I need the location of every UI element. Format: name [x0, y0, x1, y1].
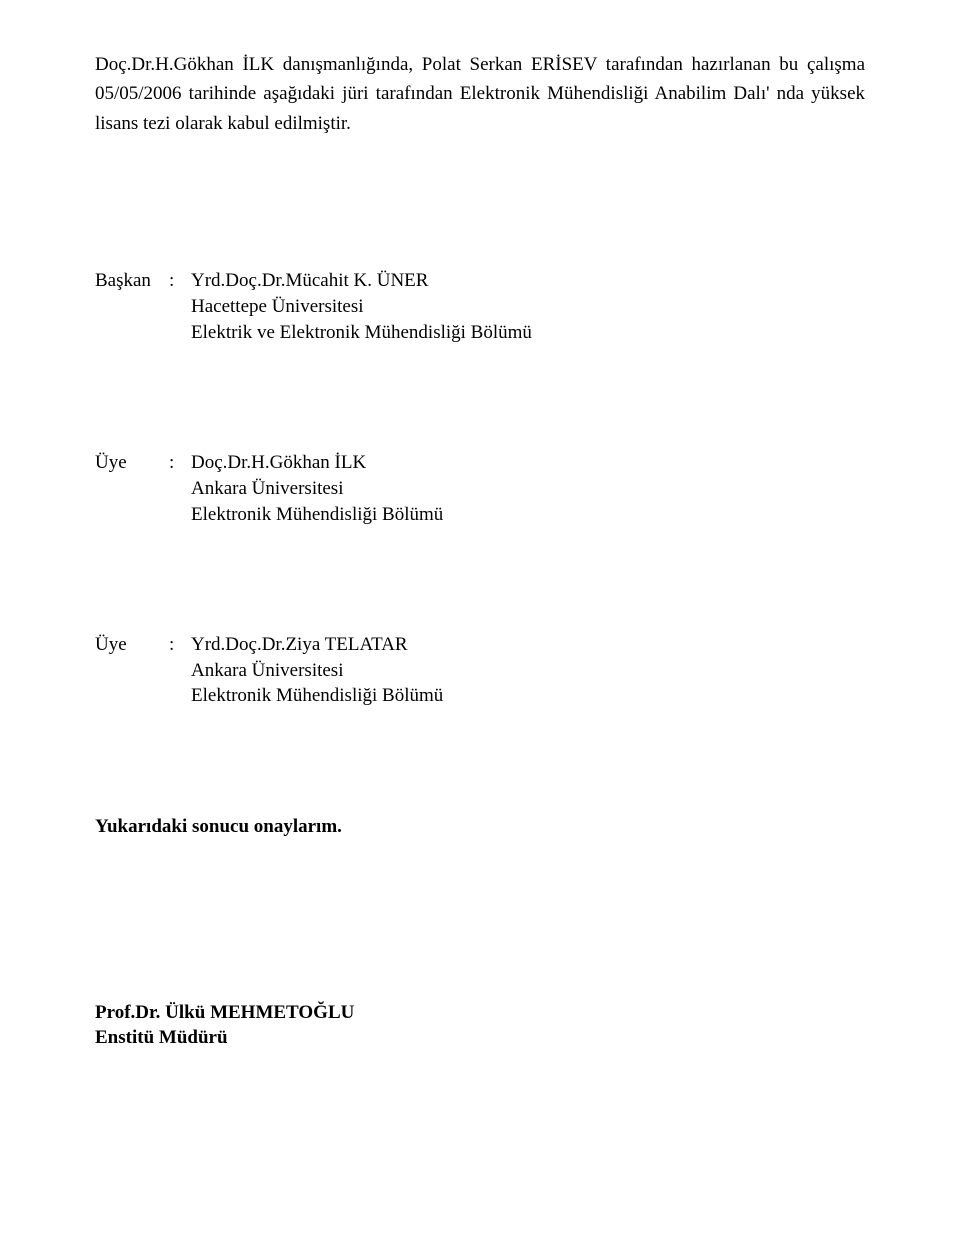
jury-colon: : — [169, 632, 191, 658]
jury-member-advisor: Üye : Doç.Dr.H.Gökhan İLK Ankara Ünivers… — [95, 450, 865, 527]
signatory-title: Enstitü Müdürü — [95, 1025, 865, 1051]
jury-department: Elektrik ve Elektronik Mühendisliği Bölü… — [191, 320, 865, 346]
approval-section: Yukarıdaki sonucu onaylarım. Prof.Dr. Ül… — [95, 814, 865, 1051]
jury-name: Yrd.Doç.Dr.Mücahit K. ÜNER — [191, 268, 428, 294]
jury-role-label: Başkan — [95, 268, 169, 294]
signatory-block: Prof.Dr. Ülkü MEHMETOĞLU Enstitü Müdürü — [95, 1000, 865, 1051]
intro-paragraph: Doç.Dr.H.Gökhan İLK danışmanlığında, Pol… — [95, 50, 865, 138]
jury-affiliation: Ankara Üniversitesi — [191, 476, 865, 502]
jury-role-label: Üye — [95, 450, 169, 476]
jury-colon: : — [169, 450, 191, 476]
jury-name: Yrd.Doç.Dr.Ziya TELATAR — [191, 632, 408, 658]
approval-text: Yukarıdaki sonucu onaylarım. — [95, 814, 865, 840]
jury-role-label: Üye — [95, 632, 169, 658]
jury-affiliation: Hacettepe Üniversitesi — [191, 294, 865, 320]
signatory-name: Prof.Dr. Ülkü MEHMETOĞLU — [95, 1000, 865, 1026]
jury-member: Üye : Yrd.Doç.Dr.Ziya TELATAR Ankara Üni… — [95, 632, 865, 709]
jury-name: Doç.Dr.H.Gökhan İLK — [191, 450, 366, 476]
jury-member-chair: Başkan : Yrd.Doç.Dr.Mücahit K. ÜNER Hace… — [95, 268, 865, 345]
jury-affiliation: Ankara Üniversitesi — [191, 658, 865, 684]
jury-department: Elektronik Mühendisliği Bölümü — [191, 683, 865, 709]
jury-colon: : — [169, 268, 191, 294]
jury-department: Elektronik Mühendisliği Bölümü — [191, 502, 865, 528]
